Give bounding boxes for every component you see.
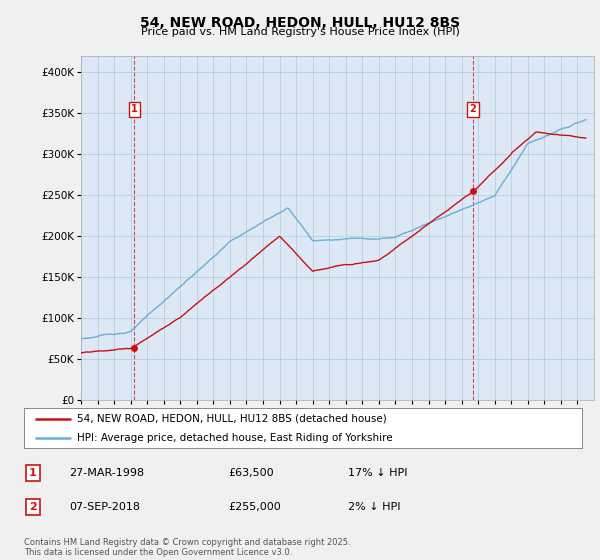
Text: 17% ↓ HPI: 17% ↓ HPI: [348, 468, 407, 478]
Text: 1: 1: [29, 468, 37, 478]
Text: 2: 2: [29, 502, 37, 512]
Text: 54, NEW ROAD, HEDON, HULL, HU12 8BS (detached house): 54, NEW ROAD, HEDON, HULL, HU12 8BS (det…: [77, 414, 387, 423]
Text: 1: 1: [131, 104, 138, 114]
Text: 54, NEW ROAD, HEDON, HULL, HU12 8BS: 54, NEW ROAD, HEDON, HULL, HU12 8BS: [140, 16, 460, 30]
Text: £255,000: £255,000: [228, 502, 281, 512]
Text: 2: 2: [470, 104, 476, 114]
Text: 2% ↓ HPI: 2% ↓ HPI: [348, 502, 401, 512]
Text: HPI: Average price, detached house, East Riding of Yorkshire: HPI: Average price, detached house, East…: [77, 433, 392, 443]
Text: £63,500: £63,500: [228, 468, 274, 478]
Text: 07-SEP-2018: 07-SEP-2018: [69, 502, 140, 512]
Text: 27-MAR-1998: 27-MAR-1998: [69, 468, 144, 478]
Text: Price paid vs. HM Land Registry's House Price Index (HPI): Price paid vs. HM Land Registry's House …: [140, 27, 460, 37]
Text: Contains HM Land Registry data © Crown copyright and database right 2025.
This d: Contains HM Land Registry data © Crown c…: [24, 538, 350, 557]
